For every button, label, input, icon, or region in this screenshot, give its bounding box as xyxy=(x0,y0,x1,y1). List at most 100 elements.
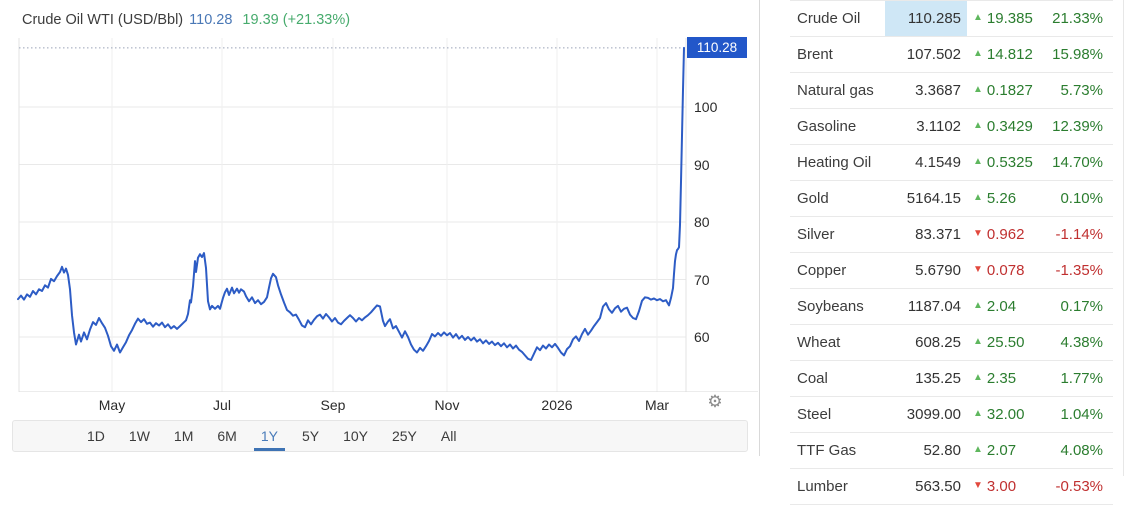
up-triangle-icon: ▲ xyxy=(973,444,983,455)
panel-divider xyxy=(1123,0,1124,476)
commodity-price: 608.25 xyxy=(915,334,961,351)
range-button-all[interactable]: All xyxy=(440,428,457,444)
price-change-value: 0.1827 xyxy=(986,82,1033,99)
x-axis-label: Nov xyxy=(434,397,460,413)
chart-title: Crude Oil WTI (USD/Bbl) xyxy=(22,12,184,28)
up-triangle-icon: ▲ xyxy=(973,120,983,131)
y-axis-label: 100 xyxy=(694,99,718,115)
commodity-price: 3.1102 xyxy=(916,118,961,135)
y-axis-label: 90 xyxy=(694,156,710,173)
table-row[interactable]: Steel 3099.00 ▲ 32.00 1.04% xyxy=(790,397,1113,433)
up-triangle-icon: ▲ xyxy=(973,48,983,59)
price-change-value: 3.00 xyxy=(986,478,1017,495)
price-change-value: 2.07 xyxy=(986,442,1017,459)
commodity-name[interactable]: Soybeans xyxy=(797,298,864,315)
price-change-percent: 15.98% xyxy=(1052,46,1103,63)
commodity-name[interactable]: Silver xyxy=(797,226,835,243)
table-row[interactable]: Heating Oil 4.1549 ▲ 0.5325 14.70% xyxy=(790,145,1113,181)
quotes-table: Crude Oil 110.285 ▲ 19.385 21.33% Brent 107.50… xyxy=(790,0,1113,505)
range-button-25y[interactable]: 25Y xyxy=(391,428,417,444)
commodity-name[interactable]: Natural gas xyxy=(797,82,874,99)
price-chart[interactable] xyxy=(0,0,759,392)
table-row[interactable]: Silver 83.371 ▼ 0.962 -1.14% xyxy=(790,217,1113,253)
commodity-price: 3.3687 xyxy=(915,82,961,99)
chart-change: 19.39 (+21.33%) xyxy=(242,12,351,28)
up-triangle-icon: ▲ xyxy=(973,300,983,311)
range-button-1d[interactable]: 1D xyxy=(87,428,105,444)
table-row[interactable]: Gasoline 3.1102 ▲ 0.3429 12.39% xyxy=(790,109,1113,145)
commodity-name[interactable]: Gasoline xyxy=(797,118,857,135)
price-change: ▼ 0.962 xyxy=(967,217,1045,252)
commodity-price: 563.50 xyxy=(915,478,961,495)
y-axis-label: 60 xyxy=(694,329,710,345)
price-change: ▲ 32.00 xyxy=(967,397,1045,432)
range-button-1w[interactable]: 1W xyxy=(128,428,150,444)
price-change: ▼ 0.078 xyxy=(967,253,1045,288)
price-change-percent: 0.10% xyxy=(1060,190,1103,207)
commodity-name[interactable]: Brent xyxy=(797,46,833,63)
commodity-name[interactable]: Heating Oil xyxy=(797,154,872,171)
commodity-price: 5.6790 xyxy=(915,262,961,279)
table-row[interactable]: Wheat 608.25 ▲ 25.50 4.38% xyxy=(790,325,1113,361)
up-triangle-icon: ▲ xyxy=(973,336,983,347)
price-change-value: 25.50 xyxy=(986,334,1025,351)
price-change-value: 19.385 xyxy=(986,10,1033,27)
commodity-price: 107.502 xyxy=(906,46,961,63)
table-row[interactable]: Copper 5.6790 ▼ 0.078 -1.35% xyxy=(790,253,1113,289)
table-row[interactable]: Brent 107.502 ▲ 14.812 15.98% xyxy=(790,37,1113,73)
range-button-1m[interactable]: 1M xyxy=(173,428,194,444)
commodity-name[interactable]: Lumber xyxy=(797,478,848,495)
range-button-1y[interactable]: 1Y xyxy=(249,421,290,451)
commodity-name[interactable]: Wheat xyxy=(797,334,841,351)
commodity-price: 1187.04 xyxy=(907,298,961,315)
price-change-value: 0.078 xyxy=(986,262,1025,279)
commodity-name[interactable]: Crude Oil xyxy=(797,10,861,27)
price-change: ▲ 0.5325 xyxy=(967,145,1045,180)
y-axis-label: 70 xyxy=(694,271,710,288)
up-triangle-icon: ▲ xyxy=(973,84,983,95)
table-row[interactable]: Soybeans 1187.04 ▲ 2.04 0.17% xyxy=(790,289,1113,325)
commodity-name[interactable]: Steel xyxy=(797,406,832,423)
price-change-percent: 4.38% xyxy=(1060,334,1103,351)
table-row[interactable]: Crude Oil 110.285 ▲ 19.385 21.33% xyxy=(790,1,1113,37)
price-change: ▲ 25.50 xyxy=(967,325,1045,360)
table-row[interactable]: Coal 135.25 ▲ 2.35 1.77% xyxy=(790,361,1113,397)
commodity-name[interactable]: Coal xyxy=(797,370,828,387)
commodity-price: 135.25 xyxy=(915,370,961,387)
table-row[interactable]: Gold 5164.15 ▲ 5.26 0.10% xyxy=(790,181,1113,217)
price-change: ▲ 0.3429 xyxy=(967,109,1045,144)
x-axis-label: May xyxy=(98,397,126,413)
settings-gear-icon[interactable]: ⚙ xyxy=(707,392,723,411)
range-button-10y[interactable]: 10Y xyxy=(343,428,368,444)
table-row[interactable]: TTF Gas 52.80 ▲ 2.07 4.08% xyxy=(790,433,1113,469)
x-axis-label: Sep xyxy=(320,397,346,413)
price-change: ▲ 5.26 xyxy=(967,181,1045,216)
price-change: ▲ 2.35 xyxy=(967,361,1045,396)
price-change-value: 32.00 xyxy=(986,406,1025,423)
commodity-price: 52.80 xyxy=(923,442,961,459)
price-change: ▼ 3.00 xyxy=(967,469,1045,504)
table-row[interactable]: Lumber 563.50 ▼ 3.00 -0.53% xyxy=(790,469,1113,505)
commodity-price: 83.371 xyxy=(915,226,961,243)
price-change: ▲ 14.812 xyxy=(967,37,1045,72)
range-button-6m[interactable]: 6M xyxy=(217,428,237,444)
table-row[interactable]: Natural gas 3.3687 ▲ 0.1827 5.73% xyxy=(790,73,1113,109)
price-change-percent: -1.14% xyxy=(1055,226,1103,243)
price-change-percent: -0.53% xyxy=(1055,478,1103,495)
price-change-value: 0.3429 xyxy=(986,118,1033,135)
price-change: ▲ 2.04 xyxy=(967,289,1045,324)
price-change-percent: 1.77% xyxy=(1060,370,1103,387)
price-change-value: 2.35 xyxy=(986,370,1017,387)
commodity-price: 4.1549 xyxy=(915,154,961,171)
commodity-name[interactable]: TTF Gas xyxy=(797,442,857,459)
up-triangle-icon: ▲ xyxy=(973,12,983,23)
price-change-value: 0.962 xyxy=(986,226,1025,243)
price-change-percent: 5.73% xyxy=(1060,82,1103,99)
range-button-5y[interactable]: 5Y xyxy=(301,428,320,444)
commodity-name[interactable]: Copper xyxy=(797,262,847,279)
chart-header: Crude Oil WTI (USD/Bbl) 110.28 19.39 (+21.… xyxy=(22,12,350,28)
up-triangle-icon: ▲ xyxy=(973,408,983,419)
commodity-name[interactable]: Gold xyxy=(797,190,829,207)
up-triangle-icon: ▲ xyxy=(973,156,983,167)
